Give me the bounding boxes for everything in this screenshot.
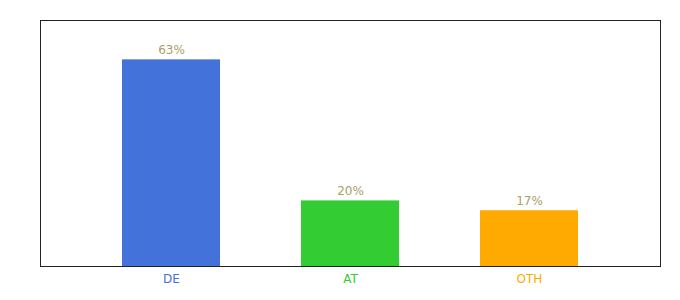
- svg-text:AT: AT: [343, 272, 358, 286]
- svg-text:20%: 20%: [337, 184, 364, 198]
- svg-text:OTH: OTH: [517, 272, 543, 286]
- svg-text:63%: 63%: [158, 43, 185, 57]
- svg-text:DE: DE: [163, 272, 180, 286]
- svg-text:17%: 17%: [516, 194, 543, 208]
